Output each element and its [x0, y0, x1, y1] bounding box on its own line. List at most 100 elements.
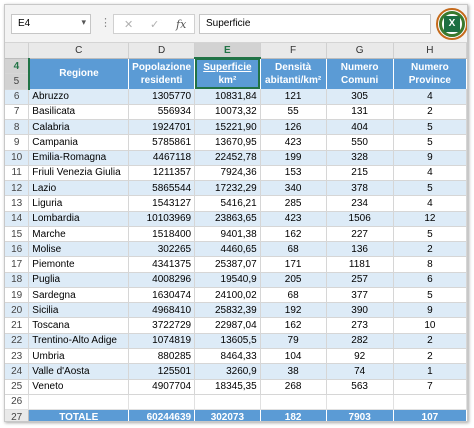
comuni-cell[interactable]: 215 — [326, 165, 394, 182]
row-number[interactable]: 20 — [5, 302, 30, 319]
regione-cell[interactable]: Umbria — [28, 348, 130, 365]
popolazione-cell[interactable]: 5865544 — [128, 180, 196, 197]
total-superficie-cell[interactable]: 302073 — [194, 409, 261, 421]
densita-cell[interactable]: 423 — [260, 211, 327, 227]
header-densita[interactable]: Densità abitanti/km² — [260, 58, 327, 89]
province-cell[interactable]: 5 — [393, 134, 467, 151]
popolazione-cell[interactable]: 3722729 — [128, 317, 196, 334]
comuni-cell[interactable]: 550 — [326, 134, 394, 151]
province-cell[interactable]: 2 — [393, 333, 467, 350]
comuni-cell[interactable]: 404 — [326, 119, 394, 136]
regione-cell[interactable]: Veneto — [28, 379, 130, 395]
regione-cell[interactable]: Molise — [28, 241, 130, 258]
row-number[interactable]: 6 — [5, 89, 30, 105]
column-header-f[interactable]: F — [260, 43, 327, 59]
header-province[interactable]: Numero Province — [393, 58, 467, 89]
regione-cell[interactable]: Liguria — [28, 195, 130, 212]
densita-cell[interactable]: 423 — [260, 134, 327, 151]
regione-cell[interactable]: Lombardia — [28, 211, 130, 227]
chevron-down-icon[interactable]: ▾ — [81, 17, 86, 27]
province-cell[interactable]: 8 — [393, 256, 467, 273]
comuni-cell[interactable]: 234 — [326, 195, 394, 212]
province-cell[interactable]: 6 — [393, 272, 467, 288]
superficie-cell[interactable]: 17232,29 — [194, 180, 261, 197]
densita-cell[interactable]: 55 — [260, 104, 327, 121]
superficie-cell[interactable]: 19540,9 — [194, 272, 261, 288]
comuni-cell[interactable]: 378 — [326, 180, 394, 197]
popolazione-cell[interactable]: 1211357 — [128, 165, 196, 182]
drag-handle-icon[interactable]: ⋮ — [100, 17, 111, 29]
popolazione-cell[interactable]: 5785861 — [128, 134, 196, 151]
province-cell[interactable]: 10 — [393, 317, 467, 334]
row-number[interactable]: 17 — [5, 256, 30, 273]
superficie-cell[interactable]: 13670,95 — [194, 134, 261, 151]
total-label-cell[interactable]: TOTALE — [28, 409, 130, 421]
row-number[interactable]: 23 — [5, 348, 30, 365]
comuni-cell[interactable]: 227 — [326, 226, 394, 243]
comuni-cell[interactable]: 257 — [326, 272, 394, 288]
densita-cell[interactable]: 205 — [260, 272, 327, 288]
comuni-cell[interactable]: 563 — [326, 379, 394, 395]
popolazione-cell[interactable]: 4907704 — [128, 379, 196, 395]
header-comuni[interactable]: Numero Comuni — [326, 58, 394, 89]
regione-cell[interactable]: Valle d'Aosta — [28, 363, 130, 380]
row-number[interactable]: 14 — [5, 211, 30, 227]
column-header-h[interactable]: H — [393, 43, 467, 59]
superficie-cell[interactable]: 9401,38 — [194, 226, 261, 243]
province-cell[interactable]: 2 — [393, 241, 467, 258]
popolazione-cell[interactable]: 1924701 — [128, 119, 196, 136]
regione-cell[interactable]: Calabria — [28, 119, 130, 136]
densita-cell[interactable]: 171 — [260, 256, 327, 273]
province-cell[interactable]: 2 — [393, 104, 467, 121]
row-number[interactable]: 18 — [5, 272, 30, 288]
total-popolazione-cell[interactable]: 60244639 — [128, 409, 196, 421]
province-cell[interactable]: 5 — [393, 119, 467, 136]
row-number-4-5[interactable]: 4 5 — [5, 58, 30, 90]
superficie-cell[interactable]: 8464,33 — [194, 348, 261, 365]
densita-cell[interactable]: 104 — [260, 348, 327, 365]
regione-cell[interactable]: Sardegna — [28, 287, 130, 304]
total-comuni-cell[interactable]: 7903 — [326, 409, 394, 421]
row-number[interactable]: 10 — [5, 150, 30, 166]
row-number[interactable]: 8 — [5, 119, 30, 136]
row-number[interactable]: 22 — [5, 333, 30, 350]
enter-icon[interactable]: ✓ — [150, 19, 160, 31]
empty-cell[interactable] — [393, 394, 467, 411]
densita-cell[interactable]: 162 — [260, 317, 327, 334]
province-cell[interactable]: 2 — [393, 348, 467, 365]
row-number[interactable]: 9 — [5, 134, 30, 151]
regione-cell[interactable]: Abruzzo — [28, 89, 130, 105]
regione-cell[interactable]: Basilicata — [28, 104, 130, 121]
comuni-cell[interactable]: 1181 — [326, 256, 394, 273]
superficie-cell[interactable]: 4460,65 — [194, 241, 261, 258]
column-header-c[interactable]: C — [28, 43, 130, 59]
densita-cell[interactable]: 268 — [260, 379, 327, 395]
row-number[interactable]: 25 — [5, 379, 30, 395]
popolazione-cell[interactable]: 556934 — [128, 104, 196, 121]
comuni-cell[interactable]: 328 — [326, 150, 394, 166]
total-densita-cell[interactable]: 182 — [260, 409, 327, 421]
densita-cell[interactable]: 162 — [260, 226, 327, 243]
comuni-cell[interactable]: 282 — [326, 333, 394, 350]
row-number[interactable]: 26 — [5, 394, 30, 411]
densita-cell[interactable]: 68 — [260, 287, 327, 304]
densita-cell[interactable]: 68 — [260, 241, 327, 258]
province-cell[interactable]: 5 — [393, 180, 467, 197]
row-number[interactable]: 15 — [5, 226, 30, 243]
empty-cell[interactable] — [128, 394, 196, 411]
province-cell[interactable]: 12 — [393, 211, 467, 227]
densita-cell[interactable]: 192 — [260, 302, 327, 319]
empty-cell[interactable] — [326, 394, 394, 411]
densita-cell[interactable]: 38 — [260, 363, 327, 380]
select-all-corner[interactable] — [5, 43, 30, 59]
province-cell[interactable]: 5 — [393, 226, 467, 243]
popolazione-cell[interactable]: 4968410 — [128, 302, 196, 319]
popolazione-cell[interactable]: 10103969 — [128, 211, 196, 227]
comuni-cell[interactable]: 305 — [326, 89, 394, 105]
popolazione-cell[interactable]: 1305770 — [128, 89, 196, 105]
densita-cell[interactable]: 121 — [260, 89, 327, 105]
superficie-cell[interactable]: 24100,02 — [194, 287, 261, 304]
popolazione-cell[interactable]: 4008296 — [128, 272, 196, 288]
densita-cell[interactable]: 340 — [260, 180, 327, 197]
comuni-cell[interactable]: 131 — [326, 104, 394, 121]
